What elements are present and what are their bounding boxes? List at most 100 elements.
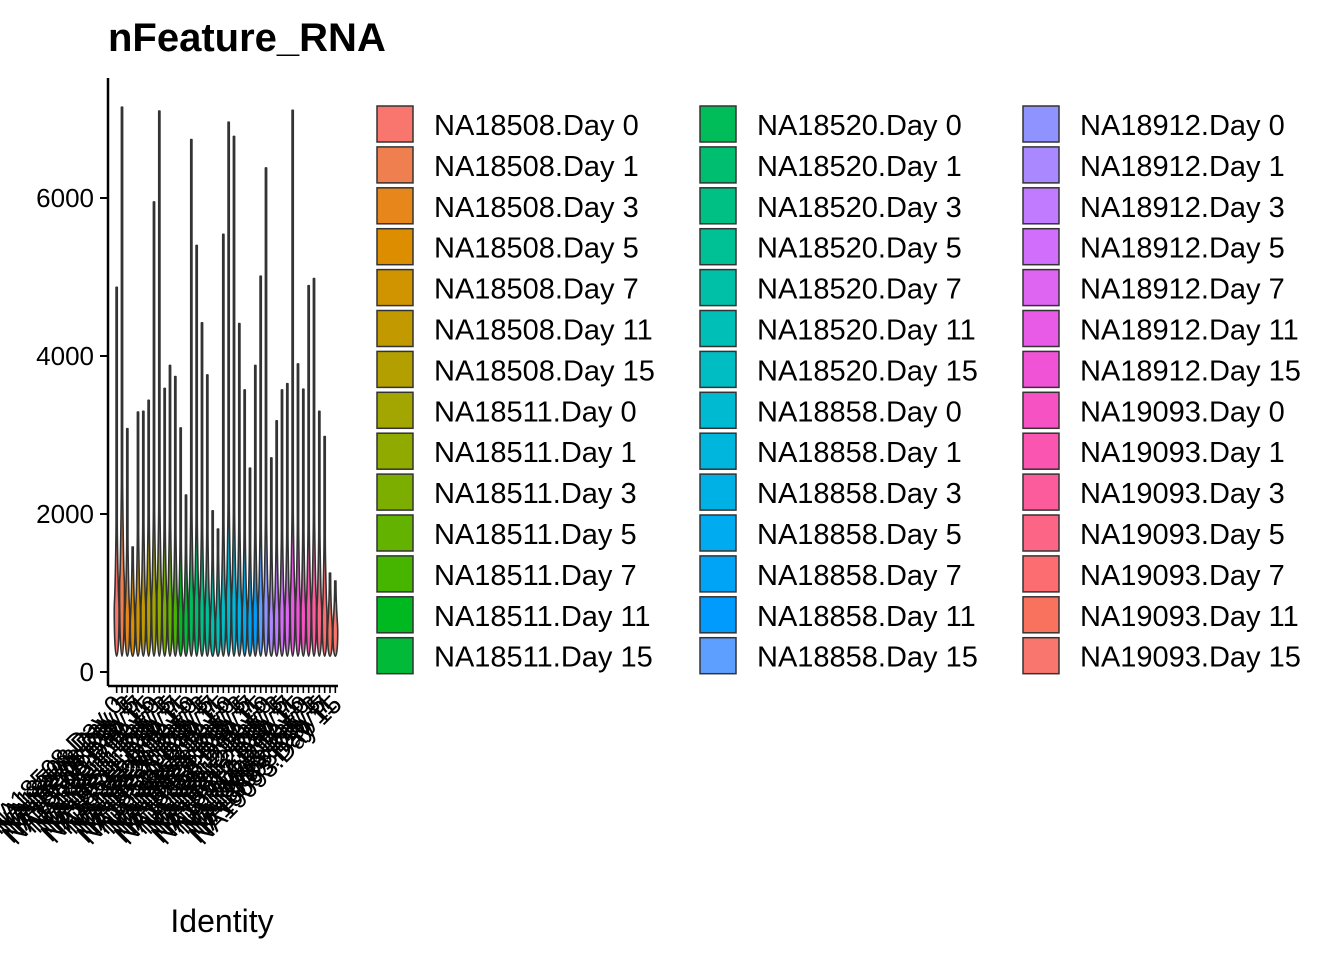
legend-label: NA18520.Day 1 xyxy=(757,151,962,183)
violin-na18520-day-7 xyxy=(209,510,216,657)
legend-label: NA18520.Day 5 xyxy=(757,233,962,265)
legend-key xyxy=(376,391,414,430)
legend-label: NA18508.Day 15 xyxy=(434,355,655,387)
violin-na18508-day-3 xyxy=(124,427,131,657)
violin-na18511-day-11 xyxy=(177,427,184,657)
legend-label: NA19093.Day 7 xyxy=(1080,560,1285,592)
legend-label: NA18912.Day 1 xyxy=(1080,151,1285,183)
legend-label: NA18508.Day 1 xyxy=(434,151,639,183)
legend-key xyxy=(699,473,737,511)
legend-key xyxy=(699,391,737,430)
legend-label: NA18858.Day 15 xyxy=(757,642,978,674)
legend-label: NA19093.Day 1 xyxy=(1080,437,1285,469)
legend-label: NA18511.Day 7 xyxy=(434,560,637,592)
legend-key xyxy=(699,555,737,593)
legend-label: NA18858.Day 0 xyxy=(757,396,962,428)
violin-na18511-day-0 xyxy=(150,201,158,657)
legend-key xyxy=(376,514,414,552)
legend-key xyxy=(699,227,737,266)
legend-label: NA18912.Day 5 xyxy=(1080,233,1285,265)
legend-key xyxy=(1022,187,1060,225)
legend-label: NA18511.Day 1 xyxy=(434,437,637,469)
legend-key xyxy=(699,350,737,389)
legend-key xyxy=(1022,309,1060,348)
legend-key xyxy=(699,268,737,307)
plot-area xyxy=(113,106,339,657)
violin-na18508-day-7 xyxy=(134,411,142,657)
legend-key xyxy=(699,432,737,470)
legend-label: NA18508.Day 7 xyxy=(434,274,639,306)
violin-na19093-day-5 xyxy=(316,410,323,657)
legend-key xyxy=(1022,555,1060,593)
legend-key xyxy=(1022,268,1060,307)
legend-label: NA18912.Day 3 xyxy=(1080,192,1285,224)
violin-na18508-day-15 xyxy=(145,399,152,657)
legend-label: NA18520.Day 7 xyxy=(757,274,962,306)
legend-label: NA18520.Day 15 xyxy=(757,355,978,387)
legend-key xyxy=(1022,432,1060,470)
y-tick-label: 2000 xyxy=(36,499,94,529)
legend-label: NA18858.Day 7 xyxy=(757,560,962,592)
violin-na18511-day-3 xyxy=(161,387,168,657)
violin-na18912-day-5 xyxy=(278,389,286,657)
violin-na18858-day-5 xyxy=(241,389,248,657)
violin-na18912-day-11 xyxy=(289,109,296,657)
legend-key xyxy=(1022,473,1060,511)
violin-na18858-day-7 xyxy=(246,467,254,657)
legend: NA18508.Day 0 NA18508.Day 1 NA18508.Day 3 N… xyxy=(376,105,1301,675)
violin-na19093-day-15 xyxy=(332,580,339,657)
violin-na19093-day-1 xyxy=(305,284,312,657)
legend-key xyxy=(376,555,414,593)
violin-na18520-day-3 xyxy=(198,322,206,657)
legend-label: NA18858.Day 5 xyxy=(757,519,962,551)
violin-na18508-day-1 xyxy=(118,106,126,657)
legend-key xyxy=(376,473,414,511)
legend-label: NA18520.Day 0 xyxy=(757,110,962,142)
violin-na18520-day-11 xyxy=(214,528,222,657)
legend-key xyxy=(699,309,737,348)
legend-label: NA18858.Day 11 xyxy=(757,601,976,633)
violin-na18912-day-0 xyxy=(262,167,270,657)
violin-na19093-day-3 xyxy=(310,277,318,657)
violin-na18912-day-3 xyxy=(273,419,280,657)
violin-na18511-day-1 xyxy=(156,110,163,657)
legend-key xyxy=(1022,105,1060,143)
violin-na18858-day-0 xyxy=(225,121,232,657)
legend-key xyxy=(699,187,737,225)
legend-key xyxy=(376,636,414,675)
violin-na18508-day-11 xyxy=(140,410,147,657)
legend-key xyxy=(699,514,737,552)
violin-na18858-day-1 xyxy=(230,135,238,657)
legend-key xyxy=(699,146,737,184)
violin-na18912-day-15 xyxy=(294,363,302,657)
y-tick-label: 6000 xyxy=(36,183,94,213)
violin-na18520-day-1 xyxy=(193,244,200,657)
legend-label: NA18858.Day 3 xyxy=(757,478,962,510)
legend-label: NA18858.Day 1 xyxy=(757,437,962,469)
violin-na19093-day-0 xyxy=(300,388,307,657)
legend-label: NA18912.Day 7 xyxy=(1080,274,1285,306)
violin-na18511-day-5 xyxy=(166,364,174,657)
x-axis-title: Identity xyxy=(170,903,273,939)
violin-na18508-day-0 xyxy=(113,286,120,657)
legend-key xyxy=(376,227,414,266)
legend-key xyxy=(699,636,737,675)
legend-label: NA18511.Day 11 xyxy=(434,601,651,633)
legend-key xyxy=(1022,391,1060,430)
legend-key xyxy=(376,309,414,348)
legend-key xyxy=(1022,596,1060,634)
violin-na19093-day-7 xyxy=(321,435,328,657)
y-tick-label: 0 xyxy=(80,657,94,687)
legend-key xyxy=(376,350,414,389)
legend-label: NA18508.Day 5 xyxy=(434,233,639,265)
legend-key xyxy=(376,146,414,184)
legend-label: NA19093.Day 15 xyxy=(1080,642,1301,674)
legend-label: NA18508.Day 0 xyxy=(434,110,639,142)
chart-title: nFeature_RNA xyxy=(108,16,386,60)
violin-na18520-day-0 xyxy=(188,138,195,657)
legend-label: NA18520.Day 3 xyxy=(757,192,962,224)
legend-label: NA19093.Day 5 xyxy=(1080,519,1285,551)
violin-na18912-day-1 xyxy=(268,457,275,657)
y-axis: 0 2000 4000 6000 xyxy=(36,78,110,687)
